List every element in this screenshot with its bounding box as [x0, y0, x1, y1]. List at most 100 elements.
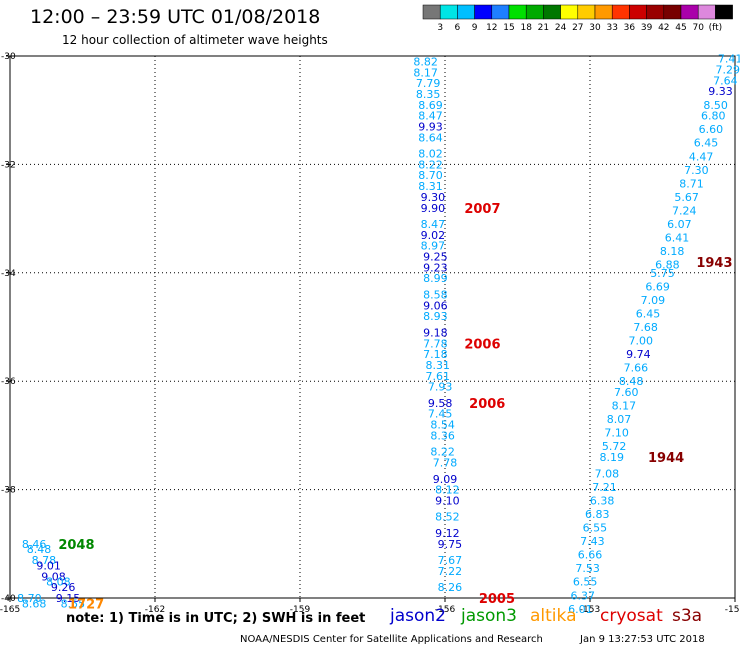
colorbar-label: 70	[692, 23, 704, 33]
colorbar-label: 30	[589, 23, 601, 33]
wave-height-label: 6.83	[585, 508, 610, 521]
wave-height-label: 6.60	[699, 123, 724, 136]
footer-note: note: 1) Time is in UTC; 2) SWH is in fe…	[66, 611, 366, 626]
colorbar-label: 33	[606, 23, 617, 33]
wave-height-label: 8.47	[418, 110, 443, 123]
colorbar-label: 39	[641, 23, 653, 33]
wave-height-label: 8.69	[418, 99, 443, 112]
wave-height-label: 8.02	[418, 148, 443, 161]
wave-height-label: 5.75	[650, 267, 675, 280]
x-tick-label: -150	[725, 605, 740, 615]
wave-height-label: 9.18	[423, 326, 448, 339]
wave-height-label: 8.48	[27, 543, 52, 556]
wave-height-label: 8.26	[438, 581, 463, 594]
wave-height-label: 9.58	[428, 397, 453, 410]
colorbar-swatch	[457, 4, 475, 20]
wave-height-label: 7.79	[416, 77, 441, 90]
wave-height-label: 8.47	[421, 218, 446, 231]
wave-height-label: 6.66	[578, 549, 603, 562]
timestamp-text: Jan 9 13:27:53 UTC 2018	[580, 634, 705, 645]
colorbar-swatch	[543, 4, 561, 20]
x-tick-label: -165	[0, 605, 20, 615]
wave-height-label: 8.54	[430, 419, 455, 432]
wave-height-label: 6.55	[583, 522, 608, 535]
wave-height-label: 8.31	[418, 180, 443, 193]
wave-height-label: 8.78	[32, 554, 57, 567]
wave-height-label: 9.06	[423, 299, 448, 312]
colorbar-swatch	[611, 4, 630, 20]
wave-height-label: 7.67	[438, 554, 463, 567]
wave-height-label: 8.50	[703, 99, 728, 112]
colorbar-label: 12	[486, 23, 497, 33]
colorbar-swatch	[715, 4, 733, 20]
time-label: 2005	[479, 592, 515, 607]
time-label: 1943	[696, 256, 732, 271]
y-tick-label: -40	[1, 594, 16, 604]
wave-height-label: 8.93	[423, 310, 448, 323]
colorbar-swatch	[629, 4, 647, 20]
legend-jason2: jason2	[390, 606, 446, 626]
wave-height-label: 9.15	[56, 592, 81, 605]
x-tick-label: -159	[290, 605, 311, 615]
wave-height-label: 8.70	[418, 169, 443, 182]
wave-height-label: 6.41	[665, 232, 690, 245]
wave-height-label: 8.97	[421, 240, 446, 253]
wave-height-label: 7.53	[575, 562, 600, 575]
wave-height-label: 5.67	[674, 191, 699, 204]
wave-height-label: 7.64	[713, 74, 738, 87]
wave-height-label: 7.68	[633, 321, 658, 334]
colorbar-label: (ft)	[709, 23, 723, 33]
time-label: 2048	[58, 538, 94, 553]
wave-height-label: 7.43	[580, 535, 605, 548]
wave-height-label: 6.37	[571, 589, 596, 602]
wave-height-label: 6.45	[694, 137, 719, 150]
wave-height-label: 7.93	[428, 381, 453, 394]
time-label: 2006	[464, 337, 500, 352]
colorbar-label: 15	[503, 23, 514, 33]
wave-height-label: 6.69	[645, 280, 670, 293]
wave-height-label: 9.90	[421, 202, 446, 215]
colorbar-label: 3	[437, 23, 443, 33]
wave-height-label: 8.36	[430, 429, 455, 442]
credit-text: NOAA/NESDIS Center for Satellite Applica…	[240, 634, 543, 645]
wave-height-label: 9.74	[626, 348, 651, 361]
wave-height-label: 7.08	[595, 467, 620, 480]
colorbar-swatch	[663, 4, 682, 20]
wave-height-label: 6.55	[573, 576, 598, 589]
colorbar-swatch	[594, 4, 613, 20]
colorbar-swatch	[439, 4, 458, 20]
colorbar-swatch	[422, 4, 441, 20]
wave-height-label: 8.68	[22, 597, 47, 610]
colorbar-swatch	[491, 4, 510, 20]
wave-height-label: 7.10	[604, 427, 629, 440]
colorbar-label: 9	[472, 23, 478, 33]
colorbar-label: 21	[538, 23, 549, 33]
time-label: 1727	[68, 597, 104, 612]
plot-frame	[9, 55, 736, 599]
colorbar-label: 42	[658, 23, 669, 33]
wave-height-label: 7.24	[672, 204, 697, 217]
colorbar-label: 24	[555, 23, 567, 33]
colorbar-swatch	[680, 4, 699, 20]
wave-height-label: 8.82	[413, 55, 438, 68]
wave-height-label: 9.33	[708, 85, 733, 98]
colorbar-swatch	[508, 4, 527, 20]
wave-height-label: 8.71	[679, 177, 704, 190]
wave-height-label: 7.00	[629, 335, 654, 348]
colorbar-label: 27	[572, 23, 583, 33]
wave-height-label: 8.46	[22, 538, 47, 551]
wave-height-label: 7.66	[624, 362, 649, 375]
wave-height-label: 8.08	[46, 576, 71, 589]
legend-altika: altika	[530, 606, 577, 626]
wave-height-label: 9.12	[435, 527, 460, 540]
wave-height-label: 8.07	[607, 413, 632, 426]
legend-cryosat: cryosat	[600, 606, 663, 626]
wave-height-label: 7.60	[614, 386, 639, 399]
wave-height-label: 9.10	[435, 494, 460, 507]
wave-height-label: 8.64	[418, 131, 443, 144]
x-tick-label: -162	[145, 605, 165, 615]
y-tick-label: -34	[1, 269, 16, 279]
wave-height-label: 8.55	[61, 597, 86, 610]
wave-height-label: 9.02	[421, 229, 446, 242]
wave-height-label: 8.99	[423, 272, 448, 285]
